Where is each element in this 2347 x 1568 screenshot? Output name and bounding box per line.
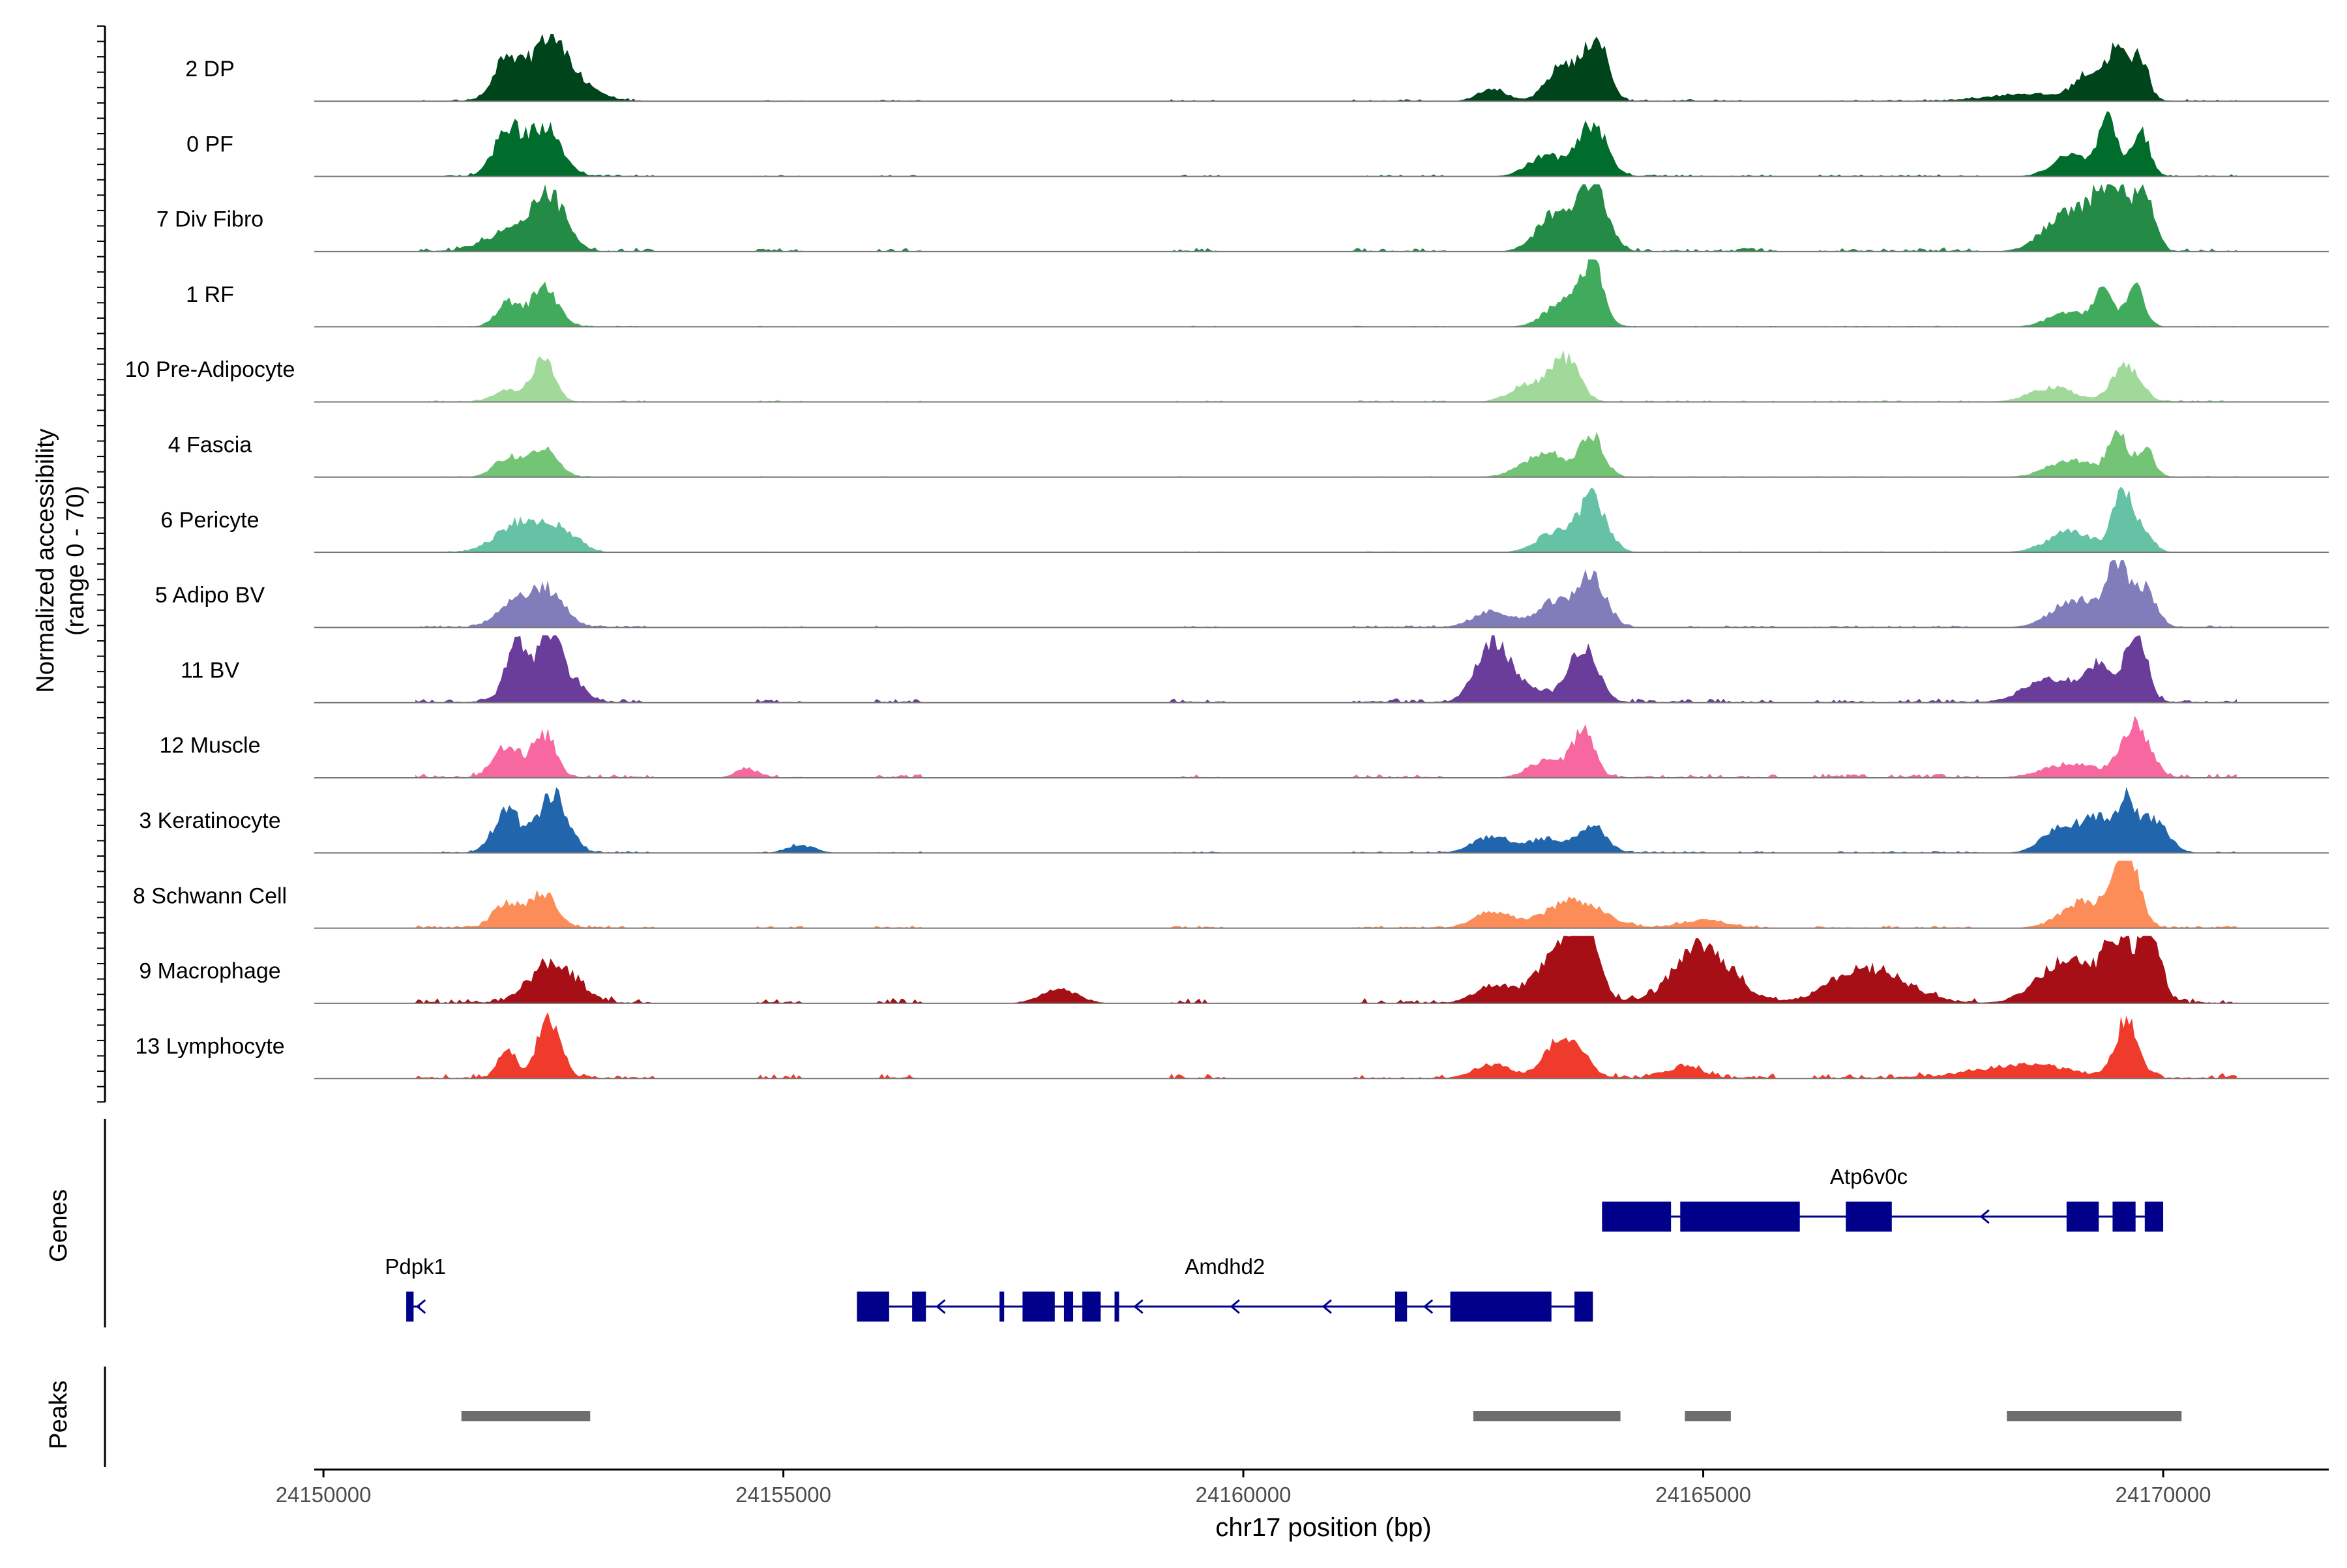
gene-exon [2066, 1202, 2099, 1232]
x-tick-label: 24165000 [1655, 1483, 1751, 1507]
coverage-tracks: 2 DP 0 PF 7 Div Fibro 1 RF 10 Pre-Adipocyte 4… [125, 34, 2329, 1080]
track-10: 12 Muscle [160, 715, 2329, 778]
genes-panel-label: Genes [45, 1189, 72, 1262]
track-5: 10 Pre-Adipocyte [125, 349, 2329, 403]
x-axis: 24150000 24155000 24160000 24165000 24170000 [276, 1468, 2329, 1507]
gene-label: Amdhd2 [1185, 1254, 1265, 1279]
gene-exon [1063, 1292, 1074, 1322]
track-7: 6 Pericyte [160, 486, 2329, 554]
track-area-4 [415, 259, 2237, 327]
track-area-14 [415, 1012, 2237, 1079]
track-label-2: 0 PF [186, 132, 233, 156]
peaks-panel [104, 1367, 2182, 1467]
genes-panel: Atp6v0c Amdhd2 Pdpk1 [104, 1119, 2164, 1327]
gene-exon [406, 1292, 414, 1322]
gene-exon [912, 1292, 926, 1322]
track-14: 13 Lymphocyte [135, 1012, 2329, 1080]
gene-amdhd2: Amdhd2 [857, 1254, 1593, 1322]
track-area-13 [415, 936, 2237, 1003]
track-area-11 [415, 787, 2237, 853]
x-tick-label: 24155000 [735, 1483, 831, 1507]
track-area-2 [415, 111, 2237, 177]
strand-arrow [936, 1299, 946, 1314]
track-label-14: 13 Lymphocyte [135, 1034, 284, 1059]
track-area-6 [415, 430, 2237, 477]
gene-exon [1846, 1202, 1892, 1232]
gene-exon [1114, 1292, 1119, 1322]
track-area-5 [415, 349, 2237, 402]
track-area-10 [415, 715, 2237, 778]
track-label-3: 7 Div Fibro [156, 207, 263, 232]
track-2: 0 PF [186, 111, 2329, 177]
track-9: 11 BV [181, 635, 2329, 703]
gene-exon [1395, 1292, 1408, 1322]
gene-exon [1574, 1292, 1593, 1322]
track-area-3 [415, 184, 2237, 252]
track-label-8: 5 Adipo BV [155, 583, 265, 608]
track-label-11: 3 Keratinocyte [139, 808, 280, 833]
gene-label: Pdpk1 [385, 1254, 446, 1279]
strand-arrow [1423, 1299, 1434, 1314]
gene-exon [1082, 1292, 1101, 1322]
strand-arrow [1230, 1299, 1240, 1314]
track-3: 7 Div Fibro [156, 184, 2329, 252]
track-label-1: 2 DP [185, 57, 235, 81]
strand-arrow [415, 1299, 426, 1314]
strand-arrow [1133, 1299, 1144, 1314]
track-4: 1 RF [186, 259, 2329, 328]
track-label-6: 4 Fascia [168, 433, 252, 458]
x-tick-label: 24170000 [2116, 1483, 2211, 1507]
gene-label: Atp6v0c [1830, 1164, 1908, 1189]
gene-exon [1680, 1202, 1800, 1232]
track-label-7: 6 Pericyte [160, 508, 259, 533]
track-area-8 [415, 560, 2237, 628]
track-1: 2 DP [185, 34, 2329, 102]
strand-arrow [1321, 1299, 1333, 1314]
track-8: 5 Adipo BV [155, 560, 2329, 629]
strand-arrow [1979, 1209, 1990, 1224]
track-label-13: 9 Macrophage [139, 959, 280, 984]
track-label-10: 12 Muscle [160, 733, 261, 758]
track-area-9 [415, 635, 2237, 703]
accessibility-y-axis [97, 25, 106, 1103]
track-area-7 [415, 486, 2237, 553]
track-label-4: 1 RF [186, 282, 234, 307]
y-axis-title: Normalized accessibility [32, 428, 59, 692]
gene-pdpk1: Pdpk1 [385, 1254, 446, 1322]
gene-exon [1022, 1292, 1055, 1322]
gene-exon [2112, 1202, 2136, 1232]
track-label-5: 10 Pre-Adipocyte [125, 357, 295, 382]
gene-exon [999, 1292, 1005, 1322]
track-label-9: 11 BV [181, 658, 239, 683]
gene-exon [2144, 1202, 2164, 1232]
track-11: 3 Keratinocyte [139, 787, 2329, 854]
track-13: 9 Macrophage [139, 936, 2329, 1004]
track-6: 4 Fascia [168, 430, 2329, 478]
gene-exon [1450, 1292, 1552, 1322]
peak-bar [461, 1411, 591, 1421]
gene-atp6v0c: Atp6v0c [1602, 1164, 2164, 1232]
gene-exon [857, 1292, 889, 1322]
track-area-1 [415, 34, 2237, 102]
x-tick-label: 24160000 [1196, 1483, 1292, 1507]
peaks-panel-label: Peaks [45, 1380, 72, 1449]
peak-bar [1685, 1411, 1731, 1421]
y-axis-subtitle: (range 0 - 70) [62, 486, 89, 636]
peak-bar [2007, 1411, 2182, 1421]
track-label-12: 8 Schwann Cell [133, 883, 287, 908]
peak-bar [1473, 1411, 1621, 1421]
gene-exon [1602, 1202, 1672, 1232]
x-axis-title: chr17 position (bp) [1215, 1513, 1431, 1542]
track-area-12 [415, 861, 2237, 928]
x-tick-label: 24150000 [276, 1483, 372, 1507]
track-12: 8 Schwann Cell [133, 861, 2329, 929]
